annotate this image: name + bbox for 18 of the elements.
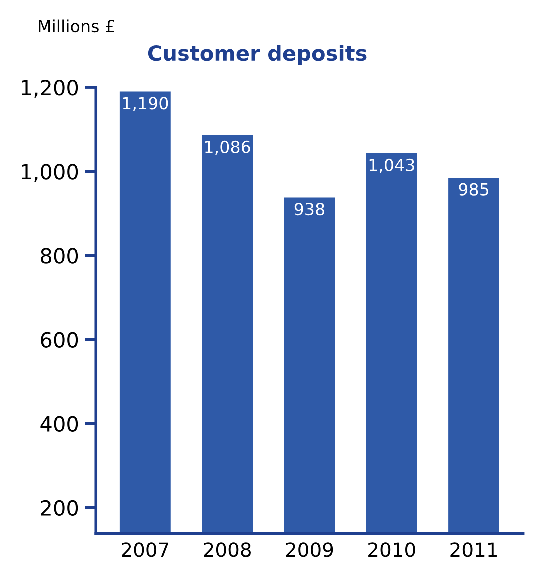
x-tick-label: 2009 [286, 542, 334, 558]
chart-title: Customer deposits [148, 45, 367, 66]
data-label: 985 [459, 183, 488, 196]
data-label: 938 [294, 203, 324, 216]
x-tick-label: 2007 [122, 542, 168, 558]
x-tick-label: 2008 [204, 542, 251, 558]
y-tick-label: 1,000 [22, 164, 78, 182]
x-tick-label: 2011 [450, 542, 497, 558]
y-tick-label: 200 [41, 500, 78, 516]
y-axis-title: Millions £ [39, 20, 114, 33]
data-label: 1,190 [123, 97, 168, 112]
data-label: 1,043 [370, 158, 414, 174]
y-tick-label: 1,200 [22, 80, 78, 98]
y-tick-label: 800 [41, 248, 78, 264]
data-label: 1,086 [206, 140, 250, 156]
y-tick-label: 400 [40, 416, 78, 432]
x-tick-label: 2010 [368, 542, 416, 558]
y-tick-label: 600 [41, 332, 78, 348]
